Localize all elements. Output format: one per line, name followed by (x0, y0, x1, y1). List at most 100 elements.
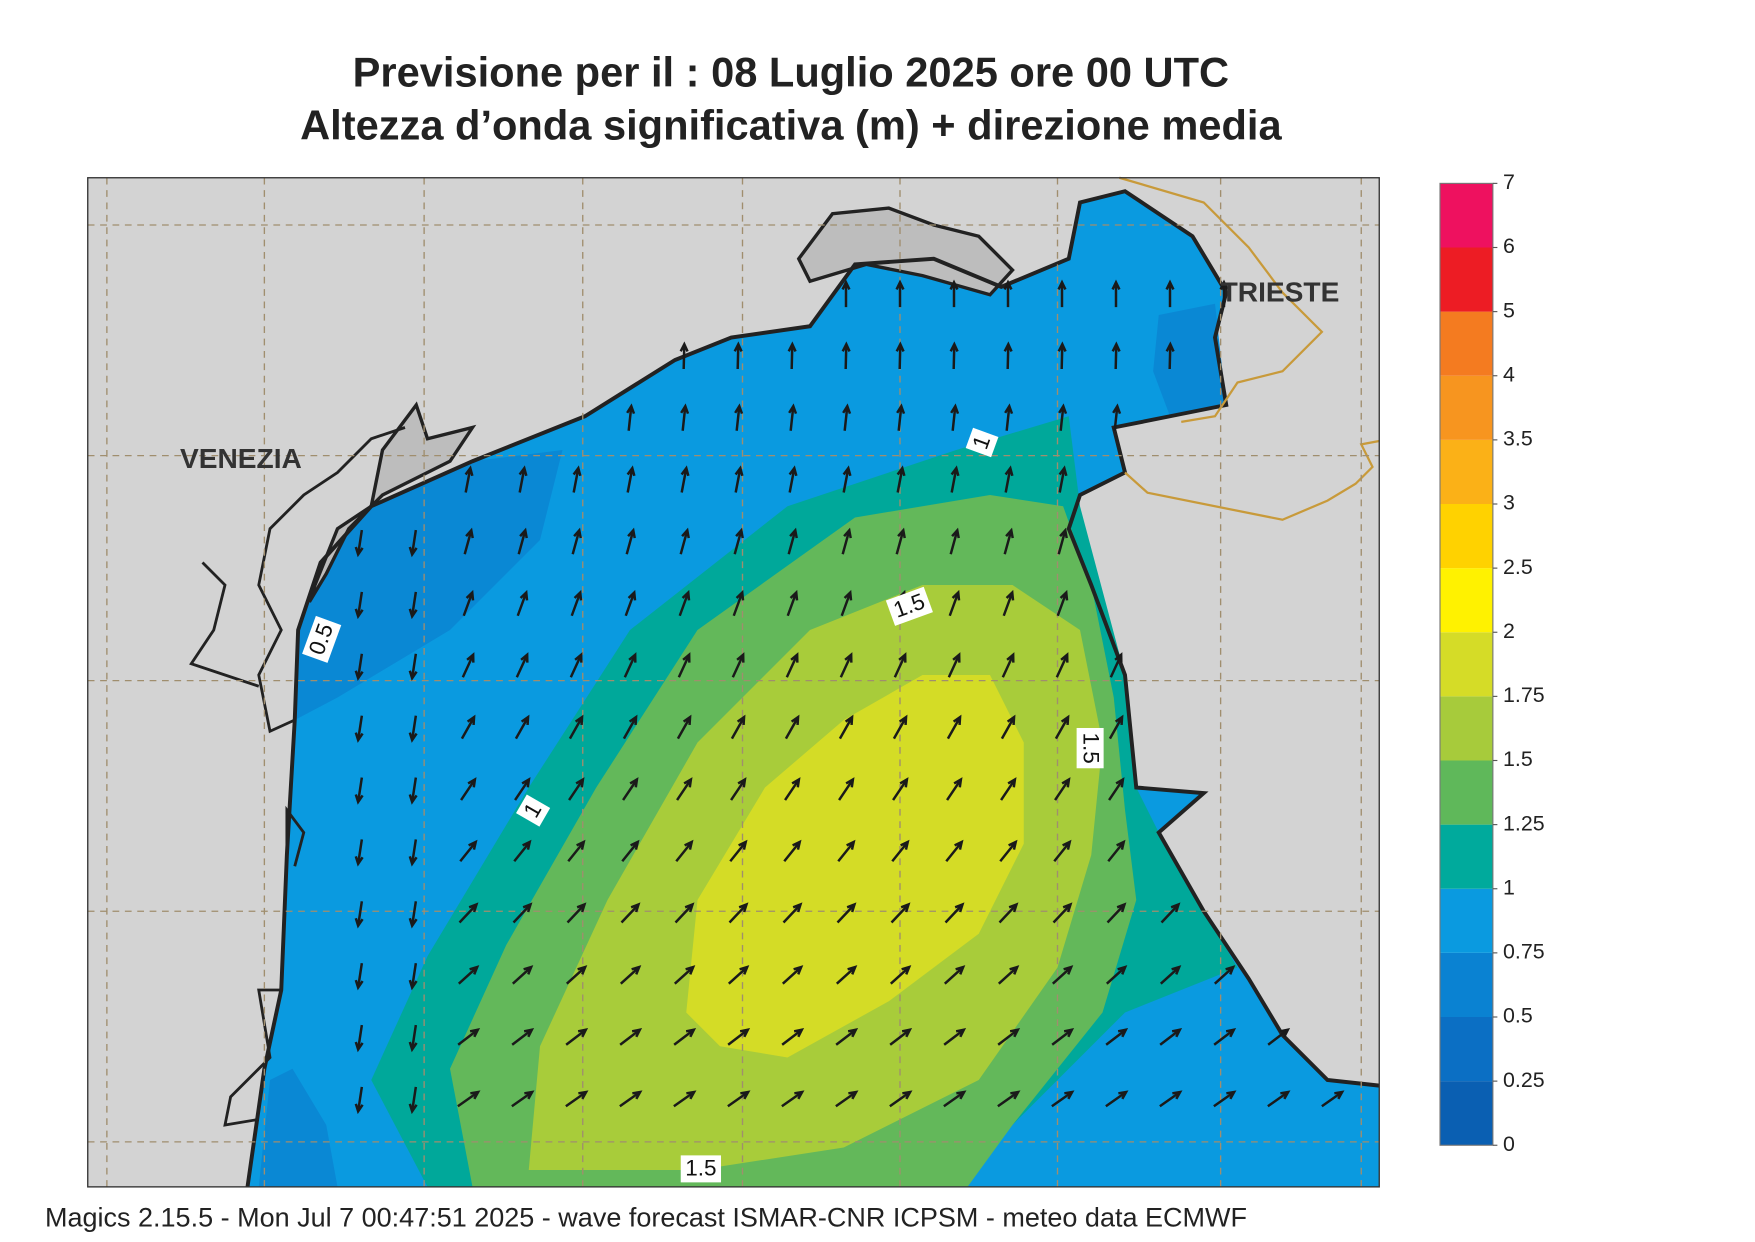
direction-arrow (675, 839, 694, 863)
legend-swatch (1440, 247, 1493, 312)
direction-arrow (1003, 527, 1014, 555)
direction-arrow (463, 527, 474, 555)
direction-arrow (730, 714, 746, 740)
legend-swatch (1440, 375, 1493, 440)
direction-arrow (676, 714, 692, 740)
direction-arrow (727, 1090, 751, 1108)
direction-arrow (1057, 341, 1067, 370)
legend-tick-label: 1.5 (1503, 747, 1533, 771)
direction-arrow (570, 589, 583, 617)
direction-arrow (950, 403, 960, 431)
direction-arrow (626, 465, 636, 493)
direction-arrow (518, 465, 528, 493)
legend-swatch (1440, 696, 1493, 761)
direction-arrow (1159, 1028, 1183, 1046)
legend-swatch (1440, 311, 1493, 376)
direction-arrow (944, 902, 965, 924)
direction-arrow (620, 902, 641, 924)
direction-arrow (727, 1028, 751, 1046)
direction-arrow (835, 1090, 859, 1108)
direction-arrow (1219, 279, 1229, 308)
direction-arrow (889, 965, 912, 985)
direction-arrow (1267, 1028, 1291, 1046)
direction-arrow (458, 902, 479, 924)
legend-tick-label: 0.25 (1503, 1068, 1545, 1092)
direction-arrow (840, 589, 853, 617)
legend-tick-label: 4 (1503, 362, 1515, 386)
direction-arrow (516, 589, 529, 617)
legend-frame (1439, 182, 1494, 1146)
direction-arrow (947, 652, 961, 678)
direction-arrow (836, 902, 857, 924)
direction-arrow (1000, 714, 1016, 740)
direction-arrow (569, 652, 583, 678)
direction-arrow (781, 965, 804, 985)
legend-swatch (1440, 632, 1493, 697)
direction-arrow (568, 714, 584, 740)
legend-tick-label: 0 (1503, 1132, 1515, 1156)
direction-arrow (619, 1028, 643, 1046)
direction-arrow (997, 1028, 1021, 1046)
direction-arrow (895, 341, 905, 370)
direction-arrow (619, 1090, 643, 1108)
direction-arrow (678, 589, 691, 617)
direction-arrow (354, 591, 364, 620)
direction-arrow (732, 589, 745, 617)
direction-arrow (673, 965, 696, 985)
direction-arrow (734, 465, 744, 493)
direction-arrow (461, 652, 475, 678)
legend-tick-label: 5 (1503, 298, 1515, 322)
direction-arrow (1105, 1028, 1129, 1046)
direction-arrow (622, 777, 639, 801)
contour-label-box (516, 794, 551, 827)
direction-arrow (890, 902, 911, 924)
direction-arrow (567, 839, 586, 863)
direction-arrow (1052, 902, 1073, 924)
direction-arrow (459, 839, 478, 863)
direction-arrow (408, 653, 418, 682)
direction-arrow (891, 839, 910, 863)
direction-arrow (895, 279, 905, 308)
direction-arrow (950, 465, 960, 493)
direction-arrow (841, 279, 851, 308)
direction-arrow (408, 962, 418, 991)
direction-arrow (728, 902, 749, 924)
border (1119, 176, 1380, 521)
direction-arrow (782, 902, 803, 924)
direction-arrow (787, 341, 797, 370)
direction-arrow (1054, 714, 1070, 740)
direction-arrow (1108, 714, 1124, 740)
contour-label: 1.5 (680, 1155, 722, 1183)
direction-arrow (892, 777, 909, 801)
direction-arrow (835, 965, 858, 985)
legend-swatch (1440, 952, 1493, 1017)
legend-swatch (1440, 824, 1493, 889)
color-legend: 0 0.25 0.5 0.75 1 1.25 1.5 1.75 2 2.5 3 3.5 4 5 6 7 (1439, 170, 1545, 1156)
contour-label-box (680, 1155, 722, 1183)
direction-arrow (1213, 965, 1236, 985)
legend-tick-label: 6 (1503, 234, 1515, 258)
direction-arrow (1112, 403, 1122, 431)
direction-arrow (679, 341, 689, 370)
contour-label: 1.5 (1076, 727, 1104, 769)
direction-arrow (408, 901, 418, 929)
direction-arrow (624, 589, 637, 617)
city-label: VENEZIA (180, 443, 302, 474)
direction-arrow (680, 465, 690, 493)
direction-arrow (889, 1090, 913, 1108)
direction-arrow (943, 1090, 967, 1108)
direction-arrow (408, 591, 418, 620)
direction-arrow (566, 902, 587, 924)
direction-arrow (625, 527, 636, 555)
direction-arrow (621, 839, 640, 863)
direction-arrow (676, 777, 693, 801)
direction-arrow (513, 839, 532, 863)
direction-arrow (946, 714, 962, 740)
direction-arrow (781, 1028, 805, 1046)
direction-arrow (408, 1024, 418, 1053)
direction-arrow (514, 714, 530, 740)
direction-arrow (729, 839, 748, 863)
map-frame (87, 177, 1380, 1188)
direction-arrow (1159, 965, 1182, 985)
